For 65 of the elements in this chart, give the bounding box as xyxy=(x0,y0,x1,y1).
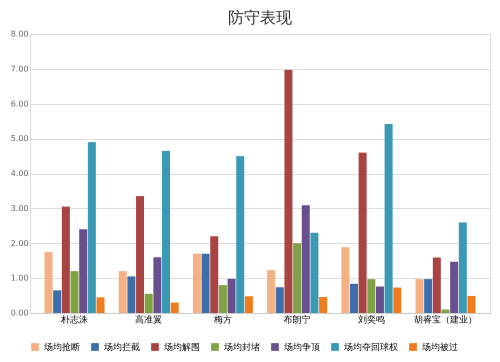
bar xyxy=(376,286,384,313)
y-tick-label: 4.00 xyxy=(10,169,28,178)
bar xyxy=(350,284,358,313)
bar xyxy=(136,196,144,313)
chart-title: 防守表现 xyxy=(228,8,292,27)
bar xyxy=(458,222,467,313)
bar xyxy=(450,262,458,313)
bar xyxy=(79,229,88,313)
bar xyxy=(267,270,276,313)
bar xyxy=(210,236,218,313)
legend-label: 场均被过 xyxy=(421,342,458,353)
bar xyxy=(319,296,328,313)
bar xyxy=(284,70,292,313)
bar xyxy=(341,247,350,313)
x-tick-label: 刘奕鸣 xyxy=(358,314,385,326)
bar xyxy=(244,296,253,313)
y-tick-label: 6.00 xyxy=(10,99,28,108)
bar xyxy=(467,296,476,313)
bar xyxy=(276,287,284,313)
legend-label: 场均抢断 xyxy=(43,342,80,353)
legend-label: 场均解围 xyxy=(163,342,200,353)
bar xyxy=(192,254,201,313)
x-tick-label: 胡睿宝（建业） xyxy=(414,314,477,326)
bar xyxy=(118,271,127,313)
y-tick-label: 3.00 xyxy=(10,204,28,213)
bar xyxy=(384,124,393,313)
bar xyxy=(153,257,162,313)
x-tick-label: 高准翼 xyxy=(135,314,162,326)
y-tick-label: 5.00 xyxy=(10,134,28,144)
bar xyxy=(218,285,227,313)
x-tick-label: 梅方 xyxy=(212,314,232,326)
bar xyxy=(293,243,302,313)
bar xyxy=(358,152,367,313)
x-tick-label: 布朗宁 xyxy=(284,314,311,326)
x-tick-label: 朴志洙 xyxy=(60,314,88,326)
bar xyxy=(441,310,450,313)
y-tick-label: 2.00 xyxy=(10,238,28,248)
bar xyxy=(367,279,376,313)
bar xyxy=(228,278,236,313)
bar xyxy=(62,206,70,313)
y-tick-label: 8.00 xyxy=(10,30,28,38)
bar xyxy=(424,279,432,313)
bar xyxy=(96,297,105,313)
bar xyxy=(170,302,179,313)
bar xyxy=(127,276,136,313)
bar xyxy=(432,258,441,313)
bar xyxy=(162,150,170,313)
bar xyxy=(393,288,402,313)
legend-label: 场均拦截 xyxy=(103,342,140,353)
y-tick-label: 7.00 xyxy=(10,64,28,74)
y-tick-label: 0.00 xyxy=(10,308,28,318)
bar xyxy=(310,232,318,313)
bar xyxy=(53,290,62,313)
legend-label: 场均封堵 xyxy=(223,342,260,353)
bar xyxy=(202,254,210,313)
y-tick-label: 1.00 xyxy=(10,274,28,283)
legend-label: 场均争顶 xyxy=(283,342,320,353)
bar xyxy=(44,252,53,313)
bar xyxy=(415,279,424,313)
bar xyxy=(302,205,310,313)
legend-label: 场均夺回球权 xyxy=(343,342,398,353)
bar xyxy=(88,142,96,313)
bar xyxy=(144,294,153,313)
bar xyxy=(236,156,244,313)
bar xyxy=(70,271,79,313)
